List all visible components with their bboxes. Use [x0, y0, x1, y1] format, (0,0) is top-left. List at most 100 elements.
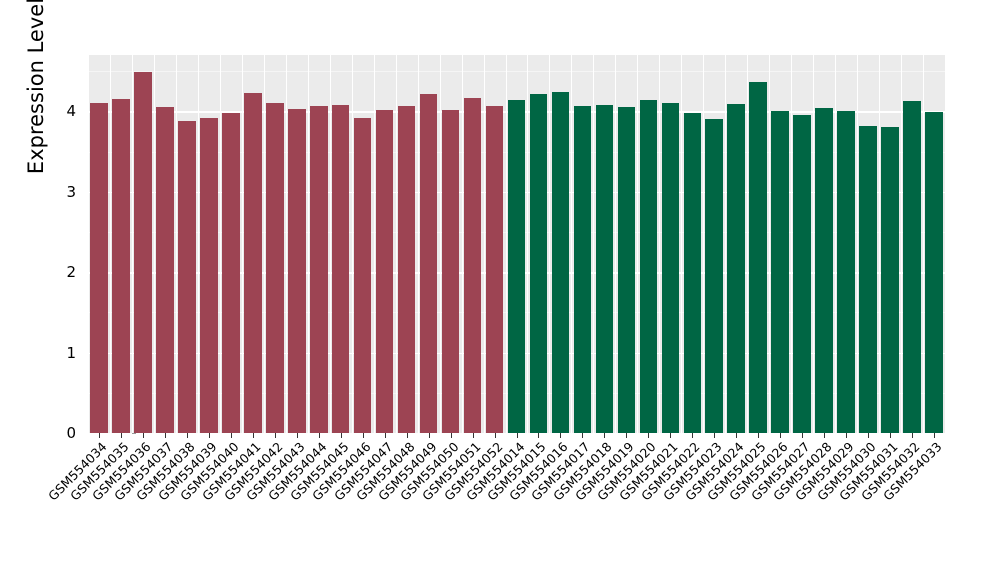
x-axis-tick-mark	[758, 433, 760, 438]
gridline-minor-vertical	[571, 55, 573, 433]
bar[interactable]	[881, 126, 899, 433]
bar[interactable]	[353, 117, 372, 433]
bar[interactable]	[200, 117, 218, 433]
x-axis-tick-mark	[538, 433, 540, 438]
gridline-minor-vertical	[527, 55, 529, 433]
gridline-minor-vertical	[615, 55, 617, 433]
gridline-minor-vertical	[439, 55, 441, 433]
x-axis-tick-labels: GSM554034 GSM554035 GSM554036 GSM554037 GSM5…	[45, 439, 945, 579]
x-axis-tick-mark	[450, 433, 452, 438]
gridline-minor-vertical	[901, 55, 903, 433]
x-axis-tick-mark	[846, 433, 848, 438]
bar[interactable]	[178, 120, 196, 433]
bar[interactable]	[529, 94, 548, 433]
gridline-minor-vertical	[219, 55, 221, 433]
x-axis-tick-mark	[912, 433, 914, 438]
bar[interactable]	[134, 71, 152, 433]
bar[interactable]	[287, 108, 306, 433]
gridline-minor-vertical	[747, 55, 749, 433]
gridline-minor-vertical	[505, 55, 507, 433]
bar[interactable]	[331, 104, 350, 433]
bar[interactable]	[617, 107, 636, 433]
y-axis-tick-label: 1	[66, 343, 76, 362]
x-axis-tick-mark	[362, 433, 364, 438]
y-axis-tick-label: 2	[66, 263, 76, 282]
bar[interactable]	[222, 112, 240, 433]
bar[interactable]	[705, 118, 724, 433]
gridline-minor-vertical	[417, 55, 419, 433]
plot-panel	[88, 55, 945, 433]
bar[interactable]	[595, 104, 614, 433]
bar[interactable]	[749, 82, 767, 433]
x-axis-tick-mark	[252, 433, 254, 438]
gridline-minor-vertical	[725, 55, 727, 433]
bar[interactable]	[309, 106, 328, 433]
bar[interactable]	[837, 111, 855, 433]
x-axis-tick-mark	[648, 433, 650, 438]
x-axis-tick-mark	[736, 433, 738, 438]
gridline-minor-vertical	[285, 55, 287, 433]
bar[interactable]	[397, 106, 416, 433]
bar[interactable]	[859, 125, 877, 433]
bar[interactable]	[771, 111, 789, 433]
bar[interactable]	[815, 108, 833, 433]
x-axis-tick-mark	[604, 433, 606, 438]
bar[interactable]	[639, 100, 658, 433]
y-axis-title: Expression Level	[24, 0, 48, 175]
gridline-minor-vertical	[835, 55, 837, 433]
gridline-minor-vertical	[637, 55, 639, 433]
gridline-minor-vertical	[483, 55, 485, 433]
bar[interactable]	[265, 103, 284, 433]
gridline-minor-vertical	[857, 55, 859, 433]
x-axis-tick-mark	[582, 433, 584, 438]
x-axis-tick-mark	[142, 433, 144, 438]
y-axis-tick-mark	[132, 432, 136, 434]
x-axis-tick-mark	[340, 433, 342, 438]
bar[interactable]	[573, 106, 592, 433]
bar[interactable]	[156, 107, 174, 433]
x-axis-tick-mark	[802, 433, 804, 438]
x-axis-tick-mark	[186, 433, 188, 438]
bar[interactable]	[112, 99, 130, 433]
bar[interactable]	[463, 98, 482, 433]
gridline-minor-vertical	[197, 55, 199, 433]
x-axis-tick-mark	[208, 433, 210, 438]
bar[interactable]	[441, 109, 460, 433]
gridline-minor-vertical	[263, 55, 265, 433]
x-axis-tick-mark	[934, 433, 935, 438]
gridline-minor-vertical	[813, 55, 815, 433]
y-axis-tick-label: 4	[66, 102, 76, 121]
bar[interactable]	[793, 114, 811, 433]
bar[interactable]	[903, 100, 921, 433]
gridline-minor-vertical	[307, 55, 309, 433]
x-axis-tick-marks	[88, 433, 945, 439]
gridline-minor-vertical	[241, 55, 243, 433]
gridline-minor-vertical	[703, 55, 705, 433]
gridline-minor-vertical	[923, 55, 925, 433]
bar[interactable]	[485, 105, 504, 433]
x-axis-tick-mark	[230, 433, 232, 438]
bar[interactable]	[375, 109, 394, 433]
gridline-minor-vertical	[461, 55, 463, 433]
bar[interactable]	[419, 94, 438, 433]
bar[interactable]	[244, 92, 262, 433]
bar[interactable]	[727, 104, 746, 433]
bar[interactable]	[683, 112, 702, 433]
gridline-minor-vertical	[351, 55, 353, 433]
x-axis-tick-mark	[670, 433, 672, 438]
gridline-minor-vertical	[659, 55, 661, 433]
x-axis-tick-mark	[692, 433, 694, 438]
bar[interactable]	[507, 100, 526, 433]
x-axis-tick-mark	[472, 433, 474, 438]
bar[interactable]	[925, 112, 943, 433]
gridline-minor-horizontal	[88, 71, 945, 73]
x-axis-tick-mark	[384, 433, 386, 438]
bar[interactable]	[90, 103, 108, 433]
bar[interactable]	[551, 92, 570, 433]
x-axis-tick-mark	[780, 433, 782, 438]
x-axis-tick-mark	[868, 433, 870, 438]
x-axis-tick-mark	[318, 433, 320, 438]
gridline-minor-vertical	[549, 55, 551, 433]
bar[interactable]	[661, 103, 680, 433]
